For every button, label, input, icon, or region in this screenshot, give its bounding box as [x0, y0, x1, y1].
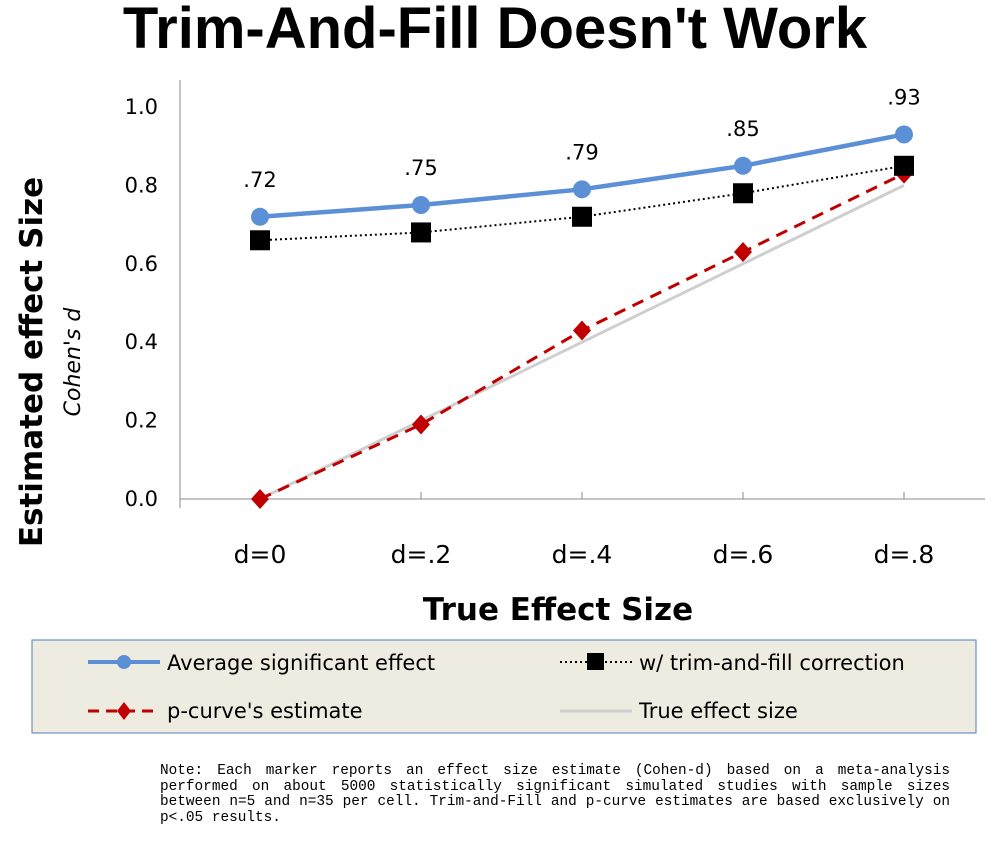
- data-point: [412, 196, 430, 214]
- y-tick-labels: 0.0 0.2 0.4 0.6 0.8 1.0: [125, 95, 158, 511]
- data-point: [573, 180, 591, 199]
- data-point: [411, 222, 431, 243]
- data-point: [734, 242, 752, 263]
- y-tick-label: 0.0: [125, 487, 158, 511]
- legend-label-true-effect: True effect size: [638, 699, 798, 723]
- data-labels: .72 .75 .79 .85 .93: [243, 85, 920, 191]
- y-tick-label: 0.4: [125, 330, 158, 354]
- y-tick-label: 0.2: [125, 409, 158, 433]
- legend-label-average: Average significant effect: [167, 651, 435, 675]
- legend-label-trim-and-fill: w/ trim-and-fill correction: [639, 651, 905, 675]
- data-point: [412, 414, 430, 435]
- chart: Trim-And-Fill Doesn't Work 0.00.20.40.60…: [14, 0, 985, 734]
- data-point: [251, 207, 269, 226]
- y-axis-title: Estimated effect Size: [14, 177, 50, 547]
- series-layer: [250, 125, 914, 509]
- x-tick-label: d=.6: [713, 540, 774, 569]
- chart-title: Trim-And-Fill Doesn't Work: [123, 0, 868, 61]
- legend: Average significant effect w/ trim-and-f…: [31, 639, 977, 734]
- x-axis-title: True Effect Size: [423, 592, 693, 628]
- series-line-w-trim-and-fill-correction: [259, 164, 905, 242]
- legend-label-p-curve: p-curve's estimate: [167, 699, 363, 723]
- y-tick-label: 1.0: [125, 95, 158, 119]
- data-point: [734, 156, 752, 175]
- legend-marker-square: [587, 653, 604, 670]
- legend-marker-circle: [117, 655, 131, 669]
- data-point: [733, 183, 753, 204]
- legend-item-true-effect-size: True effect size: [560, 699, 798, 723]
- note-text: Note: Each marker reports an effect size…: [160, 763, 950, 826]
- x-tick-label: d=.2: [391, 540, 452, 569]
- data-point: [573, 320, 591, 341]
- data-label: .93: [887, 85, 920, 109]
- data-point: [894, 155, 914, 176]
- data-point: [250, 230, 270, 251]
- data-label: .79: [565, 140, 598, 164]
- data-point: [251, 489, 269, 509]
- y-axis-subtitle: Cohen's d: [61, 307, 86, 417]
- series-line-true-effect-size: [259, 184, 905, 501]
- x-tick-marks: [259, 492, 905, 499]
- y-tick-label: 0.8: [125, 173, 158, 197]
- legend-box: [31, 639, 977, 734]
- legend-item-p-curve: p-curve's estimate: [88, 699, 363, 723]
- x-tick-label: d=.8: [874, 540, 935, 569]
- legend-marker-diamond: [117, 702, 131, 720]
- data-label: .85: [726, 117, 759, 141]
- legend-item-average-significant-effect: Average significant effect: [88, 651, 435, 675]
- data-label: .72: [243, 168, 276, 192]
- data-label: .75: [404, 156, 437, 180]
- y-tick-label: 0.6: [125, 252, 158, 276]
- data-point: [572, 206, 592, 227]
- legend-item-trim-and-fill: w/ trim-and-fill correction: [560, 651, 905, 675]
- data-point: [895, 125, 913, 144]
- x-tick-labels: d=0 d=.2 d=.4 d=.6 d=.8: [234, 540, 935, 569]
- x-tick-label: d=.4: [552, 540, 613, 569]
- x-tick-label: d=0: [234, 540, 287, 569]
